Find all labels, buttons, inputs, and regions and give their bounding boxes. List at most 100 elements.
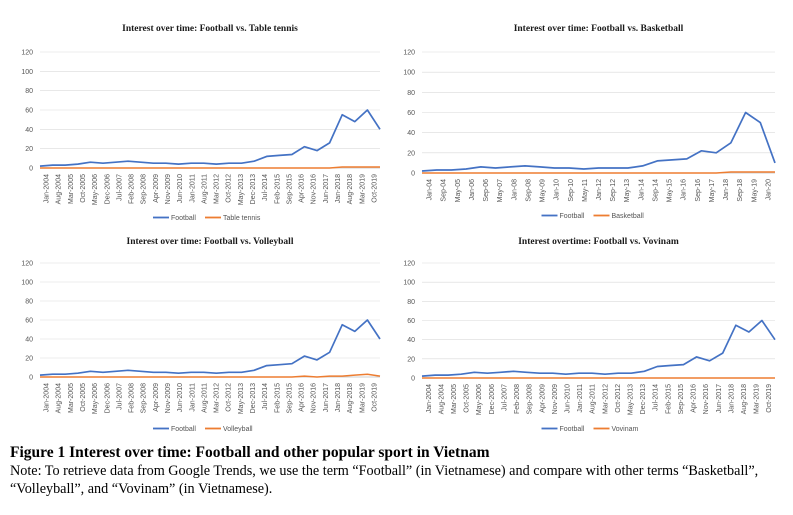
x-tick-label: Jun-2010 [564, 384, 571, 413]
x-tick-label: Jan-12 [596, 179, 603, 201]
x-tick-label: Nov-2009 [165, 383, 172, 413]
legend-label: Football [171, 215, 196, 222]
x-tick-label: May-15 [667, 179, 674, 202]
y-tick-label: 80 [25, 299, 33, 306]
x-tick-label: Feb-2015 [274, 383, 281, 413]
x-tick-label: Feb-2008 [129, 383, 136, 413]
y-tick-label: 60 [407, 110, 415, 117]
x-tick-label: Aug-2011 [590, 384, 597, 414]
x-tick-label: Jul-2014 [653, 384, 660, 411]
y-tick-label: 60 [25, 108, 33, 115]
x-tick-label: Mar-2005 [68, 383, 75, 413]
x-tick-label: Nov-2009 [552, 384, 559, 414]
x-tick-label: Sep-10 [568, 179, 575, 202]
x-tick-label: Sep-2008 [527, 384, 534, 414]
x-tick-label: Aug-2018 [347, 383, 354, 413]
x-tick-label: May-2013 [238, 174, 245, 205]
y-tick-label: 100 [403, 70, 415, 77]
series-line-football [421, 111, 776, 172]
chart-svg: Interest over time: Football vs. Basketb… [403, 24, 776, 220]
y-tick-label: 20 [407, 356, 415, 363]
x-tick-label: Oct-2019 [371, 383, 378, 412]
figure-title: Figure 1 Interest over time: Football an… [10, 444, 490, 461]
x-tick-label: Aug-2018 [347, 174, 354, 204]
x-tick-label: Mar-2019 [359, 383, 366, 413]
x-tick-label: Jan-08 [511, 179, 518, 201]
y-tick-label: 40 [25, 337, 33, 344]
x-tick-label: Sep-2015 [286, 174, 293, 204]
y-tick-label: 0 [29, 166, 33, 173]
series-line-football [421, 319, 776, 377]
chart-svg: Interest over time: Football vs. Volleyb… [21, 237, 381, 433]
chart-title: Interest over time: Football vs. Volleyb… [127, 237, 294, 247]
x-tick-label: Jun-2010 [177, 383, 184, 412]
x-tick-label: Jul-2014 [262, 383, 269, 410]
series-line-basketball [422, 171, 775, 174]
chart-football-vs-vovinam: Interest overtime: Football vs. Vovinam 0… [397, 232, 785, 442]
x-tick-label: Jul-2007 [116, 383, 123, 410]
x-tick-label: Dec-2006 [104, 383, 111, 413]
x-tick-label: Oct-2012 [615, 384, 622, 413]
x-tick-label: Jan-14 [638, 179, 645, 201]
chart-title: Interest over time: Football vs. Table t… [122, 24, 298, 34]
x-tick-label: Jan-2011 [189, 174, 196, 203]
x-tick-label: Oct-2019 [371, 174, 378, 203]
x-tick-label: Nov-2009 [165, 174, 172, 204]
x-tick-label: Dec-2006 [489, 384, 496, 414]
x-tick-label: Feb-2015 [665, 384, 672, 414]
legend-label: Vovinam [612, 426, 639, 433]
y-tick-label: 120 [403, 261, 415, 268]
x-tick-label: Jan-2004 [426, 384, 433, 413]
series-line-table-tennis [40, 166, 380, 169]
x-tick-label: Apr-2016 [299, 174, 306, 203]
x-tick-label: May-11 [582, 179, 589, 202]
x-tick-label: May-13 [624, 179, 631, 202]
x-tick-label: Jul-2007 [501, 384, 508, 411]
x-tick-label: Jan-2004 [44, 174, 51, 203]
x-tick-label: May-2013 [628, 384, 635, 415]
y-tick-label: 40 [407, 337, 415, 344]
x-tick-label: Dec-2013 [250, 174, 257, 204]
x-tick-label: May-2006 [92, 174, 99, 205]
y-tick-label: 40 [25, 127, 33, 134]
x-tick-label: Oct-2005 [80, 174, 87, 203]
chart-title: Interest over time: Football vs. Basketb… [514, 24, 684, 34]
y-tick-label: 60 [407, 318, 415, 325]
x-tick-label: Sep-16 [695, 179, 702, 202]
x-tick-label: Sep-2015 [678, 384, 685, 414]
x-tick-label: May-2013 [238, 383, 245, 414]
chart-title: Interest overtime: Football vs. Vovinam [518, 237, 679, 247]
x-tick-label: Mar-2005 [68, 174, 75, 204]
legend-label: Football [560, 426, 585, 433]
x-tick-label: Apr-2009 [153, 383, 160, 412]
legend-label: Basketball [612, 213, 645, 220]
y-tick-label: 100 [21, 280, 33, 287]
x-tick-label: Mar-2019 [359, 174, 366, 204]
legend-label: Volleyball [223, 426, 253, 433]
x-tick-label: Jun-2017 [323, 174, 330, 203]
x-tick-label: Apr-2016 [299, 383, 306, 412]
y-tick-label: 80 [407, 90, 415, 97]
x-tick-label: Oct-2005 [80, 383, 87, 412]
y-tick-label: 120 [403, 50, 415, 57]
y-tick-label: 40 [407, 130, 415, 137]
x-tick-label: Sep-2008 [141, 383, 148, 413]
x-tick-label: May-2006 [476, 384, 483, 415]
x-tick-label: Jan-18 [723, 179, 730, 201]
x-tick-label: Feb-2015 [274, 174, 281, 204]
x-tick-label: Jan-2011 [189, 383, 196, 412]
x-tick-label: Aug-2004 [56, 383, 63, 413]
x-tick-label: Jan-2004 [44, 383, 51, 412]
x-tick-label: Aug-2011 [201, 174, 208, 204]
y-tick-label: 0 [29, 375, 33, 382]
y-tick-label: 20 [25, 146, 33, 153]
x-tick-label: Mar-2019 [754, 384, 761, 414]
x-tick-label: May-07 [497, 179, 504, 202]
x-tick-label: Dec-2013 [640, 384, 647, 414]
y-tick-label: 120 [21, 50, 33, 57]
x-tick-label: Oct-2012 [226, 383, 233, 412]
chart-football-vs-volleyball: Interest over time: Football vs. Volleyb… [10, 232, 390, 442]
x-tick-label: Jan-06 [469, 179, 476, 201]
x-tick-label: Jun-2010 [177, 174, 184, 203]
x-tick-label: Jan-2018 [335, 383, 342, 412]
